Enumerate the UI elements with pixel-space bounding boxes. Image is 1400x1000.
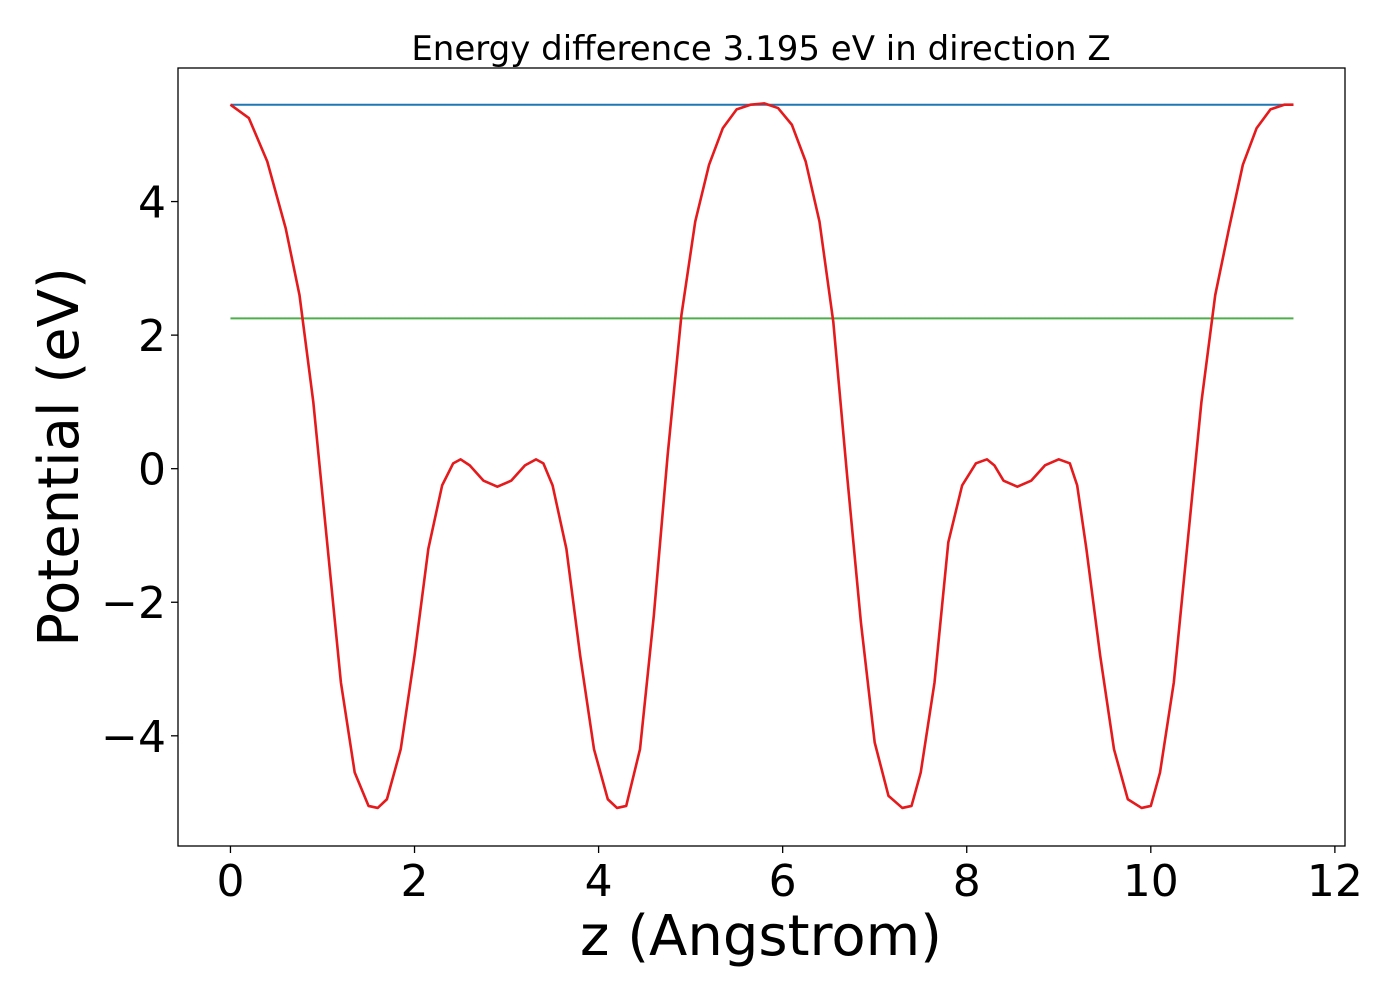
x-tick-label: 2 xyxy=(401,856,429,907)
x-tick-label: 0 xyxy=(216,856,244,907)
y-axis-label: Potential (eV) xyxy=(27,267,92,647)
y-tick-label: 0 xyxy=(138,445,166,496)
y-axis: −4 −2 0 2 4 xyxy=(101,178,178,763)
y-tick-label: 2 xyxy=(138,311,166,362)
x-tick-label: 10 xyxy=(1123,856,1179,907)
y-tick-label: −4 xyxy=(101,712,166,763)
y-tick-label: 4 xyxy=(138,178,166,229)
y-tick-label: −2 xyxy=(101,578,166,629)
x-tick-label: 4 xyxy=(585,856,613,907)
x-tick-label: 6 xyxy=(769,856,797,907)
plot-area xyxy=(229,102,1294,810)
x-tick-label: 8 xyxy=(953,856,981,907)
chart-title: Energy difference 3.195 eV in direction … xyxy=(411,29,1110,69)
x-axis: 0 2 4 6 8 10 12 xyxy=(216,846,1363,907)
series-line-0 xyxy=(229,102,1294,810)
x-tick-label: 12 xyxy=(1307,856,1363,907)
x-axis-label: z (Angstrom) xyxy=(580,904,942,969)
axes-frame xyxy=(177,67,1346,847)
